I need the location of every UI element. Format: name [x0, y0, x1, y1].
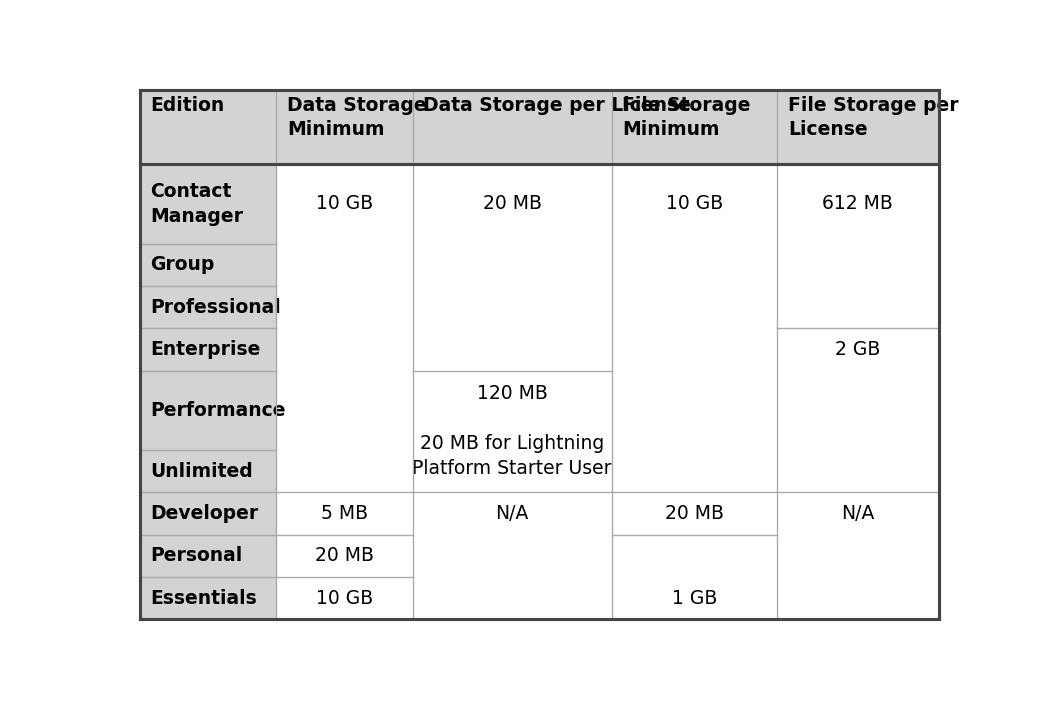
Text: Essentials: Essentials	[150, 589, 257, 608]
Bar	[277, 577, 938, 619]
Bar	[277, 164, 938, 244]
Bar	[277, 450, 938, 492]
Bar	[277, 371, 938, 450]
Bar	[277, 329, 938, 371]
Bar	[140, 164, 277, 244]
Bar	[140, 577, 277, 619]
Text: Group: Group	[150, 256, 215, 274]
Text: 10 GB: 10 GB	[316, 194, 373, 213]
Bar	[140, 329, 277, 371]
Bar	[140, 492, 277, 535]
Text: Performance: Performance	[150, 401, 286, 420]
Text: 2 GB: 2 GB	[835, 340, 881, 359]
Text: Contact
Manager: Contact Manager	[150, 183, 243, 225]
Text: N/A: N/A	[495, 504, 529, 523]
Text: 612 MB: 612 MB	[823, 194, 893, 213]
Bar	[140, 286, 277, 329]
Text: 10 GB: 10 GB	[666, 194, 723, 213]
Bar	[277, 244, 938, 286]
Text: Edition: Edition	[150, 96, 224, 115]
Text: Data Storage per License: Data Storage per License	[424, 96, 691, 115]
Bar	[277, 535, 938, 577]
Bar	[277, 492, 938, 535]
Bar	[277, 286, 938, 329]
Text: Developer: Developer	[150, 504, 259, 523]
Text: 120 MB

20 MB for Lightning
Platform Starter User: 120 MB 20 MB for Lightning Platform Star…	[412, 385, 612, 479]
Bar	[140, 244, 277, 286]
Text: 20 MB: 20 MB	[665, 504, 724, 523]
Text: Data Storage
Minimum: Data Storage Minimum	[287, 96, 426, 140]
Text: Unlimited: Unlimited	[150, 462, 252, 481]
Text: 5 MB: 5 MB	[321, 504, 368, 523]
Bar	[140, 450, 277, 492]
Text: 1 GB: 1 GB	[672, 589, 717, 608]
Text: Personal: Personal	[150, 546, 243, 565]
Text: N/A: N/A	[842, 504, 874, 523]
Text: 20 MB: 20 MB	[316, 546, 375, 565]
Bar	[140, 371, 277, 450]
Bar	[140, 90, 938, 164]
Text: Enterprise: Enterprise	[150, 340, 261, 359]
Text: 20 MB: 20 MB	[483, 194, 542, 213]
Text: 10 GB: 10 GB	[316, 589, 373, 608]
Text: File Storage
Minimum: File Storage Minimum	[622, 96, 751, 140]
Text: Professional: Professional	[150, 298, 281, 317]
Bar	[140, 535, 277, 577]
Text: File Storage per
License: File Storage per License	[788, 96, 958, 140]
